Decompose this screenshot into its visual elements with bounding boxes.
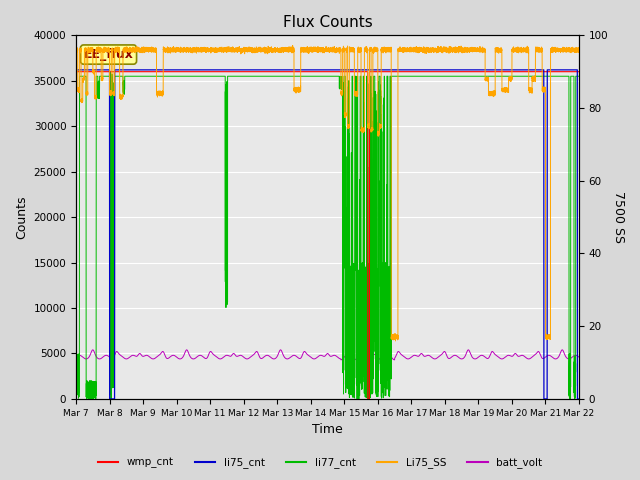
Y-axis label: Counts: Counts xyxy=(15,195,28,239)
Y-axis label: 7500 SS: 7500 SS xyxy=(612,191,625,243)
Title: Flux Counts: Flux Counts xyxy=(283,15,372,30)
Text: EE_flux: EE_flux xyxy=(84,48,134,61)
Legend: wmp_cnt, li75_cnt, li77_cnt, Li75_SS, batt_volt: wmp_cnt, li75_cnt, li77_cnt, Li75_SS, ba… xyxy=(93,453,547,472)
X-axis label: Time: Time xyxy=(312,423,343,436)
